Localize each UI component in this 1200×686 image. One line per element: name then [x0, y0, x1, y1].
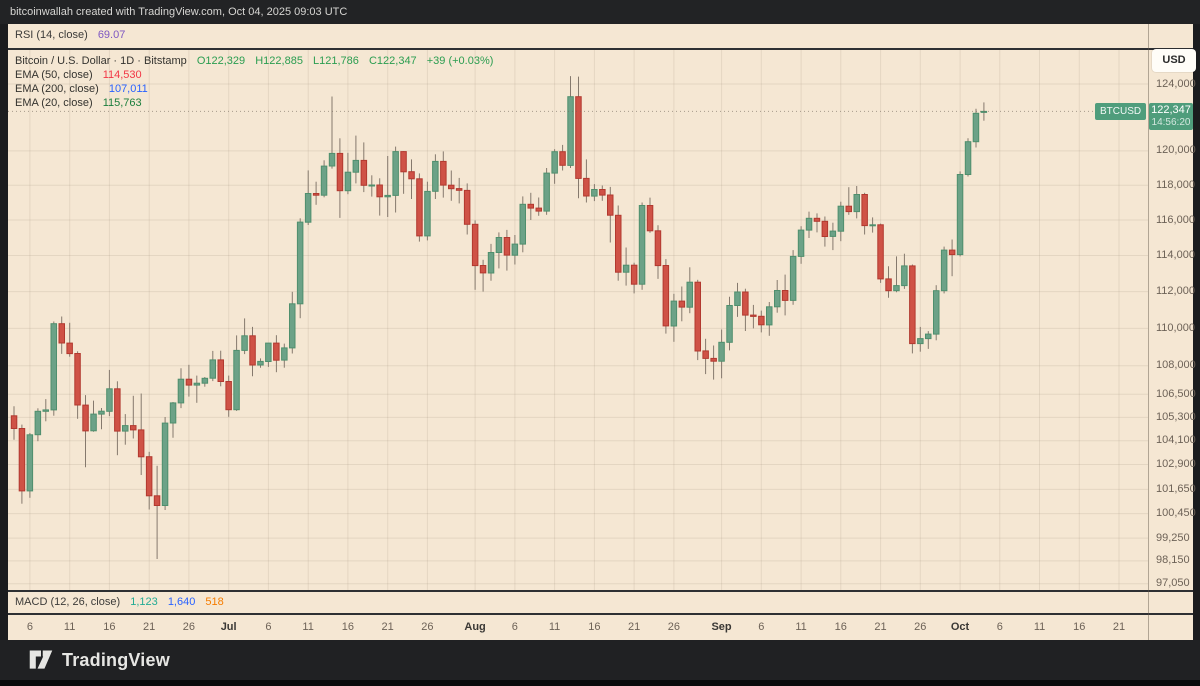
tradingview-logo-icon[interactable]: [28, 647, 54, 673]
attribution-bar: bitcoinwallah created with TradingView.c…: [0, 0, 1200, 24]
time-tick-day: 16: [341, 621, 355, 633]
rsi-legend-label: RSI (14, close): [15, 29, 88, 41]
attribution-text: bitcoinwallah created with TradingView.c…: [10, 6, 348, 18]
time-axis[interactable]: 6 11 16 21 26 Jul 6 11 16 21 26 Aug 6 11 16 21 26 Sep 6 11 1…: [8, 615, 1193, 640]
macd-histogram-value: 518: [205, 596, 224, 608]
time-tick-day: 6: [996, 621, 1003, 633]
price-tick-label: 98,150: [1156, 554, 1190, 567]
time-tick-day: 21: [627, 621, 641, 633]
time-tick-day: 21: [1112, 621, 1126, 633]
macd-pane: MACD (12, 26, close) 1,123 1,640 518: [8, 592, 1193, 613]
time-tick-day: 16: [103, 621, 116, 633]
symbol-title: Bitcoin / U.S. Dollar · 1D · Bitstamp: [15, 55, 187, 67]
ema200-label: EMA (200, close): [15, 83, 99, 95]
last-price-badge: 122,347 14:56:20: [1149, 103, 1193, 131]
time-tick-day: 26: [914, 621, 927, 633]
ema50-value: 114,530: [102, 69, 142, 81]
pane-divider[interactable]: [8, 590, 1193, 592]
price-tick-label: 112,000: [1156, 285, 1195, 298]
ema200-value: 107,011: [108, 83, 148, 95]
ema200-row: EMA (200, close) 107,011: [15, 83, 493, 97]
price-line-symbol-chip: BTCUSD: [1095, 102, 1147, 120]
price-tick-label: 101,650: [1156, 482, 1196, 495]
time-tick-day: 16: [834, 621, 847, 633]
candlestick-chart-canvas[interactable]: [8, 50, 1148, 590]
time-tick-day: 11: [63, 621, 76, 633]
price-tick-label: 100,450: [1156, 507, 1196, 520]
time-tick-month: Sep: [711, 621, 732, 633]
main-legend: Bitcoin / U.S. Dollar · 1D · Bitstamp O1…: [15, 55, 493, 111]
chart-area: RSI (14, close) 69.07 Bitcoin / U.S. Dol…: [8, 24, 1196, 640]
time-tick-day: 16: [588, 621, 601, 633]
price-tick-label: 124,000: [1156, 77, 1196, 90]
ohlc-close: C122,347: [368, 55, 417, 67]
rsi-value: 69.07: [97, 29, 126, 41]
macd-value: 1,123: [130, 596, 158, 608]
bottom-edge: [0, 680, 1200, 686]
currency-usd-button[interactable]: USD: [1152, 49, 1196, 72]
time-tick-day: 6: [511, 621, 518, 633]
time-tick-month: Aug: [464, 621, 486, 633]
ema20-row: EMA (20, close) 115,763: [15, 97, 493, 111]
ema50-label: EMA (50, close): [15, 69, 93, 81]
price-tick-label: 102,900: [1156, 457, 1196, 470]
time-tick-day: 21: [143, 621, 156, 633]
time-tick-day: 11: [548, 621, 561, 633]
price-tick-label: 114,000: [1156, 249, 1195, 261]
price-tick-label: 108,000: [1156, 359, 1196, 372]
ema20-value: 115,763: [102, 97, 142, 109]
price-tick-label: 97,050: [1156, 577, 1190, 590]
time-tick-month: Jul: [220, 621, 237, 633]
symbol-row: Bitcoin / U.S. Dollar · 1D · Bitstamp O1…: [15, 55, 493, 69]
bar-countdown: 14:56:20: [1151, 117, 1191, 129]
price-tick-label: 116,000: [1156, 213, 1195, 226]
tradingview-logo-text[interactable]: TradingView: [62, 649, 170, 670]
last-price-value: 122,347: [1151, 104, 1191, 117]
macd-legend-label: MACD (12, 26, close): [15, 596, 121, 608]
ohlc-low: L121,786: [313, 55, 359, 67]
ema50-row: EMA (50, close) 114,530: [15, 69, 493, 83]
logo-bar: TradingView: [0, 640, 1200, 680]
time-tick-day: 26: [421, 621, 434, 633]
price-tick-label: 99,250: [1156, 531, 1190, 544]
time-tick-day: 26: [667, 621, 680, 633]
price-tick-label: 105,300: [1156, 410, 1196, 423]
price-tick-label: 118,000: [1156, 178, 1195, 191]
time-tick-day: 11: [302, 621, 314, 633]
time-tick-day: 16: [1073, 621, 1086, 633]
time-tick-day: 6: [758, 621, 765, 633]
price-axis[interactable]: 124,000 120,000 118,000 116,000 114,000 112,0…: [1148, 24, 1196, 640]
time-tick-day: 11: [795, 621, 807, 633]
pane-divider[interactable]: [8, 48, 1193, 50]
ohlc-change: +39 (+0.03%): [426, 55, 494, 67]
price-tick-label: 104,100: [1156, 434, 1196, 447]
time-tick-day: 21: [874, 621, 887, 633]
ohlc-high: H122,885: [255, 55, 303, 67]
time-tick-day: 26: [182, 621, 196, 633]
rsi-pane: RSI (14, close) 69.07: [8, 24, 1193, 48]
ohlc-open: O122,329: [196, 55, 246, 67]
ema20-label: EMA (20, close): [15, 97, 93, 109]
macd-signal-value: 1,640: [167, 596, 196, 608]
pane-divider[interactable]: [8, 613, 1193, 615]
time-tick-day: 6: [26, 621, 33, 633]
time-tick-day: 21: [381, 621, 394, 633]
price-tick-label: 106,500: [1156, 387, 1196, 400]
time-tick-month: Oct: [950, 621, 970, 633]
time-tick-day: 11: [1033, 621, 1046, 633]
time-tick-day: 6: [265, 621, 272, 633]
price-tick-label: 120,000: [1156, 144, 1196, 157]
price-tick-label: 110,000: [1156, 321, 1195, 334]
